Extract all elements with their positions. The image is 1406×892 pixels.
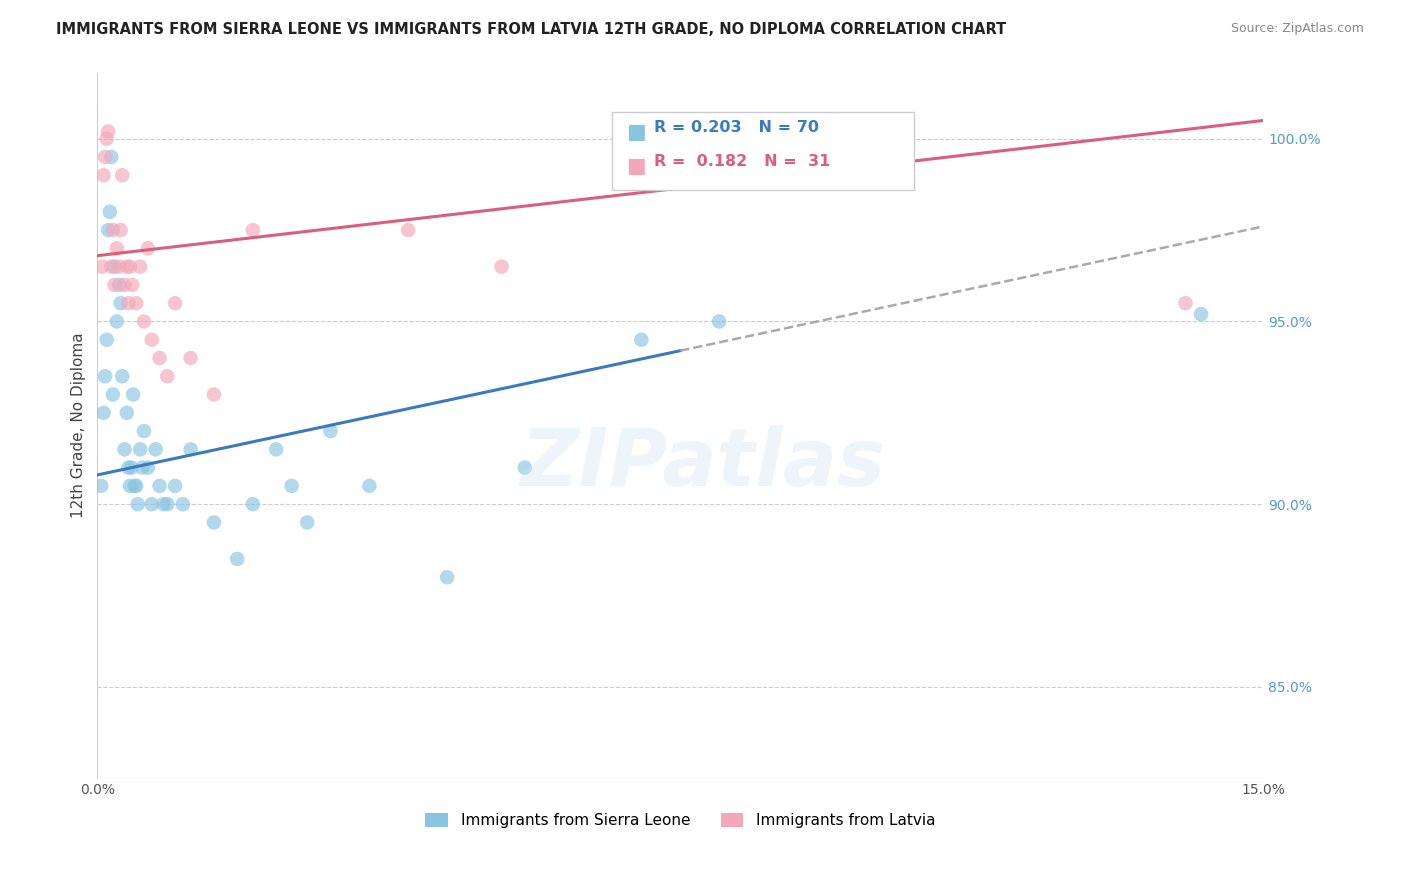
Point bbox=[129, 442, 152, 457]
Point bbox=[1189, 307, 1212, 321]
Text: Source: ZipAtlas.com: Source: ZipAtlas.com bbox=[1230, 22, 1364, 36]
Point bbox=[145, 442, 167, 457]
Point bbox=[165, 296, 187, 310]
Point bbox=[513, 460, 536, 475]
Point bbox=[115, 260, 138, 274]
Point bbox=[108, 277, 131, 292]
Point bbox=[90, 479, 112, 493]
Point bbox=[103, 260, 125, 274]
Point bbox=[110, 223, 132, 237]
Point bbox=[103, 277, 125, 292]
Point bbox=[94, 150, 117, 164]
Point bbox=[141, 333, 163, 347]
Point bbox=[359, 479, 381, 493]
Point bbox=[129, 260, 152, 274]
Point bbox=[110, 296, 132, 310]
Point bbox=[118, 479, 141, 493]
Point bbox=[491, 260, 513, 274]
Point bbox=[97, 223, 120, 237]
Point bbox=[105, 314, 128, 328]
Point bbox=[148, 479, 170, 493]
Point bbox=[124, 479, 146, 493]
Point bbox=[156, 369, 179, 384]
Point bbox=[165, 479, 187, 493]
Point bbox=[630, 333, 652, 347]
Point bbox=[111, 369, 134, 384]
Point bbox=[264, 442, 287, 457]
Legend: Immigrants from Sierra Leone, Immigrants from Latvia: Immigrants from Sierra Leone, Immigrants… bbox=[419, 806, 941, 834]
Point bbox=[121, 277, 143, 292]
Point bbox=[436, 570, 458, 584]
Point bbox=[91, 260, 114, 274]
Point bbox=[148, 351, 170, 365]
Text: R =  0.182   N =  31: R = 0.182 N = 31 bbox=[654, 154, 830, 169]
Point bbox=[202, 387, 225, 401]
Point bbox=[96, 132, 118, 146]
Point bbox=[180, 351, 202, 365]
Point bbox=[114, 442, 136, 457]
Point bbox=[127, 497, 149, 511]
Point bbox=[100, 150, 122, 164]
Point bbox=[295, 516, 318, 530]
Point bbox=[118, 260, 141, 274]
Point bbox=[122, 387, 145, 401]
Point bbox=[280, 479, 302, 493]
Point bbox=[114, 277, 136, 292]
Point bbox=[707, 314, 730, 328]
Point bbox=[242, 223, 264, 237]
Point bbox=[101, 223, 124, 237]
Text: R = 0.203   N = 70: R = 0.203 N = 70 bbox=[654, 120, 818, 136]
Point bbox=[125, 479, 148, 493]
Point bbox=[156, 497, 179, 511]
Text: ■: ■ bbox=[626, 156, 645, 176]
Point bbox=[172, 497, 194, 511]
Point bbox=[319, 424, 342, 438]
Point bbox=[152, 497, 174, 511]
Point bbox=[117, 460, 139, 475]
Point bbox=[396, 223, 419, 237]
Y-axis label: 12th Grade, No Diploma: 12th Grade, No Diploma bbox=[72, 333, 86, 518]
Point bbox=[93, 169, 115, 183]
Point bbox=[121, 460, 143, 475]
Point bbox=[202, 516, 225, 530]
Point bbox=[180, 442, 202, 457]
Point bbox=[97, 124, 120, 138]
Point bbox=[100, 260, 122, 274]
Point bbox=[1174, 296, 1197, 310]
Point bbox=[132, 424, 155, 438]
Point bbox=[117, 296, 139, 310]
Point bbox=[136, 460, 159, 475]
Point bbox=[132, 314, 155, 328]
Text: IMMIGRANTS FROM SIERRA LEONE VS IMMIGRANTS FROM LATVIA 12TH GRADE, NO DIPLOMA CO: IMMIGRANTS FROM SIERRA LEONE VS IMMIGRAN… bbox=[56, 22, 1007, 37]
Point bbox=[93, 406, 115, 420]
Point bbox=[94, 369, 117, 384]
Point bbox=[242, 497, 264, 511]
Text: ■: ■ bbox=[626, 122, 645, 142]
Point bbox=[226, 552, 249, 566]
Point bbox=[131, 460, 153, 475]
Point bbox=[108, 260, 131, 274]
Text: ZIPatlas: ZIPatlas bbox=[520, 425, 886, 503]
Point bbox=[96, 333, 118, 347]
Point bbox=[111, 169, 134, 183]
Point bbox=[141, 497, 163, 511]
Point bbox=[105, 241, 128, 255]
Point bbox=[136, 241, 159, 255]
Point bbox=[101, 387, 124, 401]
Point bbox=[115, 406, 138, 420]
Point bbox=[98, 204, 121, 219]
Point bbox=[125, 296, 148, 310]
